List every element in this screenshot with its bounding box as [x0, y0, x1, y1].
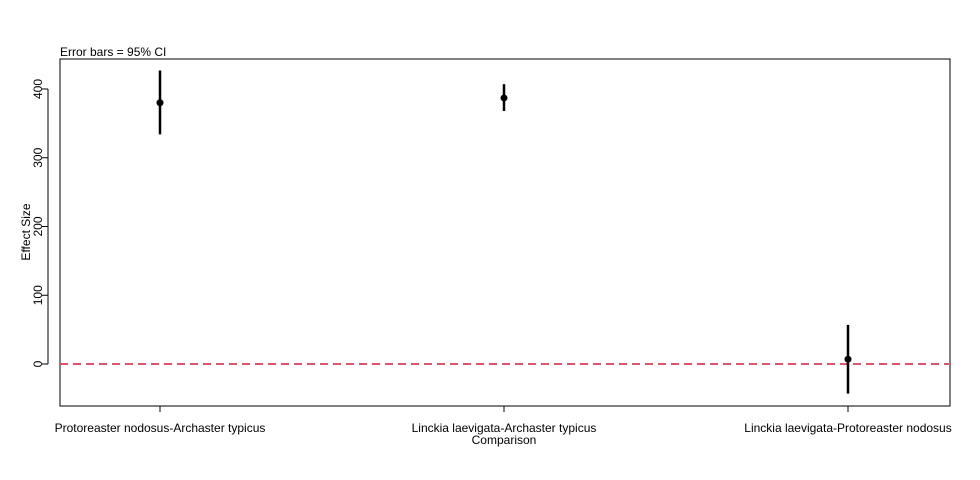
annotation: Error bars = 95% CI — [60, 45, 166, 59]
y-axis-label: Effect Size — [19, 203, 33, 260]
x-axis: Protoreaster nodosus-Archaster typicus Li… — [55, 405, 952, 435]
y-axis: 0 100 200 300 400 — [31, 79, 49, 367]
x-tick-label: Linckia laevigata-Protoreaster nodosus — [744, 421, 951, 435]
x-tick-label: Linckia laevigata-Archaster typicus — [412, 421, 597, 435]
plot-frame — [59, 58, 951, 407]
y-tick-label: 400 — [31, 79, 45, 99]
x-tick-label: Protoreaster nodosus-Archaster typicus — [55, 421, 266, 435]
data-marks — [156, 70, 852, 394]
data-point — [500, 94, 508, 102]
y-tick-label: 100 — [31, 285, 45, 305]
y-tick-label: 200 — [31, 216, 45, 236]
y-tick-label: 0 — [31, 360, 45, 367]
data-point — [844, 355, 852, 363]
x-axis-label: Comparison — [472, 433, 537, 447]
y-tick-label: 300 — [31, 147, 45, 167]
data-point — [156, 99, 164, 107]
